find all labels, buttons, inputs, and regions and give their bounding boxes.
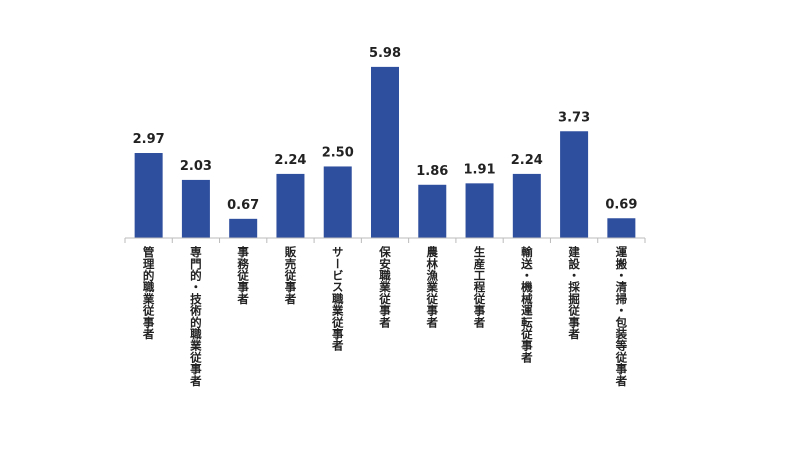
category-label: 輸送・機械運転従事者 [519,246,534,363]
data-label: 2.24 [511,153,543,168]
data-label: 2.50 [322,145,354,160]
data-label: 1.86 [416,164,448,179]
data-label: 0.69 [605,197,637,212]
value-labels-group: 2.97 2.03 0.67 2.24 2.50 5.98 1.86 1.91 2.24 3.73… [133,46,638,213]
data-label: 2.24 [274,153,306,168]
data-label: 2.03 [180,159,212,174]
category-label: 運搬・清掃・包装等従事者 [614,246,629,387]
bar [229,218,258,238]
category-label: 建設・採掘従事者 [567,246,582,340]
bar [181,179,210,238]
bar [418,184,447,238]
category-label: 専門的・技術的職業従事者 [188,246,203,387]
data-label: 0.67 [227,198,259,213]
bar [323,166,352,238]
category-label: 生産工程従事者 [472,246,487,328]
bar [465,183,494,238]
bar [371,66,399,238]
category-label: 事務従事者 [236,246,251,305]
bar [512,173,541,238]
bar [560,131,589,238]
data-label: 5.98 [369,46,401,61]
bar [276,173,305,238]
category-label: 販売従事者 [283,246,298,305]
category-label: サービス職業従事者 [330,246,345,352]
bar [607,218,636,238]
x-axis-ticks [124,238,646,243]
category-label: 管理的職業従事者 [141,246,156,340]
category-label: 保安職業従事者 [378,246,392,328]
bars-group [134,66,636,238]
bar [134,153,163,238]
data-label: 2.97 [133,132,165,147]
category-label: 農林漁業従事者 [425,246,440,328]
data-label: 1.91 [464,162,496,177]
data-label: 3.73 [558,110,590,125]
